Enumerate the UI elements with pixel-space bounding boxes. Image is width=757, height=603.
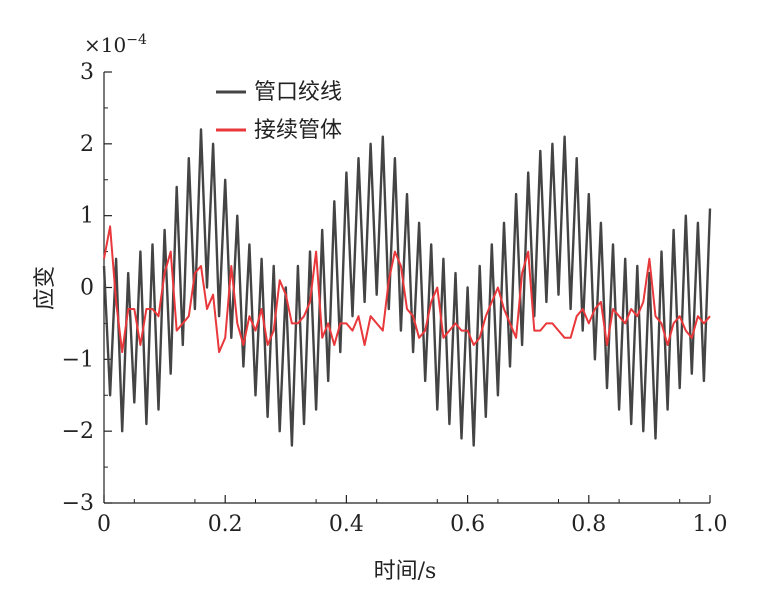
y-tick-label: 2 xyxy=(80,132,94,157)
y-tick-label: −1 xyxy=(62,347,94,372)
y-tick-label: 3 xyxy=(80,60,94,85)
legend-label-series-1: 管口绞线 xyxy=(254,80,342,105)
x-tick-label: 0.4 xyxy=(329,512,364,537)
x-tick-label: 0 xyxy=(97,512,111,537)
y-axis-label: 应变 xyxy=(33,266,58,310)
x-axis-label: 时间/s xyxy=(374,559,437,584)
x-tick-label: 1.0 xyxy=(693,512,728,537)
y-multiplier: ×10−4 xyxy=(84,32,147,57)
x-tick-label: 0.2 xyxy=(208,512,243,537)
legend: 管口绞线 接续管体 xyxy=(216,80,342,143)
x-tick-label: 0.6 xyxy=(450,512,485,537)
series-line-1 xyxy=(102,128,712,447)
series-layer xyxy=(102,128,712,447)
series-line-2 xyxy=(103,225,711,354)
axes: 0 0.2 0.4 0.6 0.8 1.0 −3 −2 −1 0 1 2 3 xyxy=(62,60,728,537)
legend-label-series-2: 接续管体 xyxy=(254,118,342,143)
y-multiplier-exp: −4 xyxy=(126,32,147,48)
y-tick-label: 1 xyxy=(80,204,94,229)
x-tick-label: 0.8 xyxy=(571,512,606,537)
y-tick-label: 0 xyxy=(80,276,94,301)
y-tick-label: −2 xyxy=(62,419,94,444)
y-multiplier-base: ×10 xyxy=(84,33,126,57)
y-tick-label: −3 xyxy=(62,491,94,516)
